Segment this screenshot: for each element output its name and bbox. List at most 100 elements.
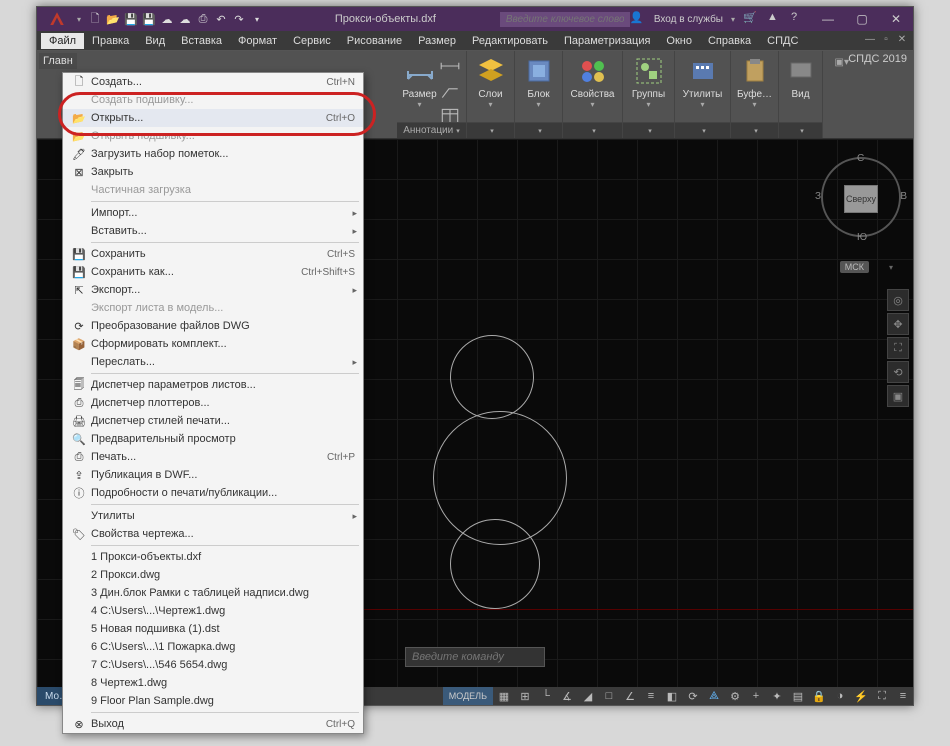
nav-orbit-icon[interactable]: ⟲ (887, 361, 909, 383)
file-menu-item[interactable]: 5 Новая подшивка (1).dst (63, 620, 363, 638)
file-menu-item[interactable]: ⊗ВыходCtrl+Q (63, 715, 363, 733)
file-menu-item[interactable]: 📦Сформировать комплект... (63, 335, 363, 353)
doc-minimize-icon[interactable]: — (863, 34, 877, 48)
file-menu-item[interactable]: Вставить...▸ (63, 222, 363, 240)
ribbon-panel-groups[interactable]: Группы ▾ ▾ (623, 51, 675, 138)
ribbon-tab-spds[interactable]: СПДС 2019 (848, 53, 907, 65)
dim-leader-icon[interactable] (439, 80, 461, 102)
menu-file[interactable]: Файл (41, 33, 84, 49)
osnap-icon[interactable]: □ (599, 687, 619, 705)
viewcube[interactable]: Сверху С Ю В З (821, 157, 901, 237)
isolate-icon[interactable]: ◑ (830, 687, 850, 705)
annotation-scale-icon[interactable]: ⟁ (704, 687, 724, 705)
menu-window[interactable]: Окно (658, 33, 700, 49)
doc-restore-icon[interactable]: ▫ (879, 34, 893, 48)
hardware-accel-icon[interactable]: ⚡ (851, 687, 871, 705)
menu-tools[interactable]: Сервис (285, 33, 339, 49)
nav-pan-icon[interactable]: ✥ (887, 313, 909, 335)
selection-cycling-icon[interactable]: ⟳ (683, 687, 703, 705)
ribbon-panel-clipboard[interactable]: Буфе… ▾ ▾ (731, 51, 779, 138)
file-menu-item[interactable]: 💾СохранитьCtrl+S (63, 245, 363, 263)
file-menu-item[interactable]: 2 Прокси.dwg (63, 566, 363, 584)
otrack-icon[interactable]: ∠ (620, 687, 640, 705)
ribbon-collapse-icon[interactable]: ▣▾ (835, 57, 849, 68)
undo-icon[interactable]: ↶ (213, 11, 229, 27)
minimize-button[interactable]: — (811, 7, 845, 31)
file-menu-item[interactable]: ⎙Диспетчер плоттеров... (63, 394, 363, 412)
quickprops-icon[interactable]: ▤ (788, 687, 808, 705)
file-menu-item[interactable]: ⓘПодробности о печати/публикации... (63, 484, 363, 502)
autodesk-icon[interactable]: ▲ (767, 11, 783, 27)
file-menu-item[interactable]: Импорт...▸ (63, 204, 363, 222)
file-menu-item[interactable]: 🖊Загрузить набор пометок... (63, 145, 363, 163)
annotation-panel-footer[interactable]: Аннотации▾ (397, 122, 466, 138)
file-menu-item[interactable]: Утилиты▸ (63, 507, 363, 525)
ribbon-panel-utilities[interactable]: Утилиты ▾ ▾ (675, 51, 731, 138)
circle-3[interactable] (450, 519, 540, 609)
lineweight-icon[interactable]: ≡ (641, 687, 661, 705)
transparency-icon[interactable]: ◧ (662, 687, 682, 705)
file-menu-item[interactable]: 1 Прокси-объекты.dxf (63, 548, 363, 566)
close-button[interactable]: ✕ (879, 7, 913, 31)
annotation-monitor-icon[interactable]: + (746, 687, 766, 705)
file-menu-item[interactable]: 4 C:\Users\...\Чертеж1.dwg (63, 602, 363, 620)
file-menu-item[interactable]: 🏷Свойства чертежа... (63, 525, 363, 543)
file-menu-item[interactable]: ⎙Печать...Ctrl+P (63, 448, 363, 466)
save-icon[interactable]: 💾 (123, 11, 139, 27)
file-menu-item[interactable]: 🗋Создать...Ctrl+N (63, 73, 363, 91)
menu-format[interactable]: Формат (230, 33, 285, 49)
cloud-open-icon[interactable]: ☁ (159, 11, 175, 27)
cloud-save-icon[interactable]: ☁ (177, 11, 193, 27)
ucs-caret-icon[interactable]: ▾ (889, 263, 893, 272)
file-menu-item[interactable]: 9 Floor Plan Sample.dwg (63, 692, 363, 710)
polar-icon[interactable]: ∡ (557, 687, 577, 705)
redo-icon[interactable]: ↷ (231, 11, 247, 27)
file-menu-item[interactable]: 📂Открыть...Ctrl+O (63, 109, 363, 127)
open-icon[interactable]: 📂 (105, 11, 121, 27)
units-icon[interactable]: ✦ (767, 687, 787, 705)
ribbon-panel-properties[interactable]: Свойства ▾ ▾ (563, 51, 623, 138)
menu-edit[interactable]: Правка (84, 33, 137, 49)
menu-modify[interactable]: Редактировать (464, 33, 556, 49)
file-menu-item[interactable]: ⇱Экспорт...▸ (63, 281, 363, 299)
file-menu-item[interactable]: 🗐Диспетчер параметров листов... (63, 376, 363, 394)
help-icon[interactable]: ? (791, 11, 807, 27)
doc-close-icon[interactable]: ✕ (895, 34, 909, 48)
circle-1[interactable] (450, 335, 534, 419)
cart-icon[interactable]: 🛒 (743, 11, 759, 27)
file-menu-item[interactable]: 🔍Предварительный просмотр (63, 430, 363, 448)
maximize-button[interactable]: ▢ (845, 7, 879, 31)
ribbon-panel-block[interactable]: Блок ▾ ▾ (515, 51, 563, 138)
print-icon[interactable]: ⎙ (195, 11, 211, 27)
file-menu-item[interactable]: Переслать...▸ (63, 353, 363, 371)
file-menu-item[interactable]: 8 Чертеж1.dwg (63, 674, 363, 692)
menu-parametric[interactable]: Параметризация (556, 33, 658, 49)
menu-spds[interactable]: СПДС (759, 33, 806, 49)
model-space-button[interactable]: МОДЕЛЬ (443, 687, 493, 705)
nav-zoom-extents-icon[interactable]: ⛶ (887, 337, 909, 359)
saveas-icon[interactable]: 💾 (141, 11, 157, 27)
menu-help[interactable]: Справка (700, 33, 759, 49)
search-input[interactable] (500, 12, 630, 27)
command-line-input[interactable] (405, 647, 545, 667)
file-menu-item[interactable]: 3 Дин.блок Рамки с таблицей надписи.dwg (63, 584, 363, 602)
workspace-icon[interactable]: ⚙ (725, 687, 745, 705)
file-menu-item[interactable]: 6 C:\Users\...\1 Пожарка.dwg (63, 638, 363, 656)
menu-draw[interactable]: Рисование (339, 33, 410, 49)
menu-dimension[interactable]: Размер (410, 33, 464, 49)
menu-insert[interactable]: Вставка (173, 33, 230, 49)
dim-linear-icon[interactable] (439, 55, 461, 77)
ribbon-tab-home[interactable]: Главн (39, 53, 77, 69)
viewcube-face-top[interactable]: Сверху (844, 185, 878, 213)
file-menu-item[interactable]: 💾Сохранить как...Ctrl+Shift+S (63, 263, 363, 281)
snap-togg-ой-icon[interactable]: ⊞ (515, 687, 535, 705)
nav-wheel-icon[interactable]: ◎ (887, 289, 909, 311)
file-menu-item[interactable]: ⟳Преобразование файлов DWG (63, 317, 363, 335)
login-caret-icon[interactable]: ▾ (731, 15, 735, 24)
ortho-icon[interactable]: └ (536, 687, 556, 705)
file-menu-item[interactable]: 7 C:\Users\...\546 5654.dwg (63, 656, 363, 674)
nav-showmotion-icon[interactable]: ▣ (887, 385, 909, 407)
lock-ui-icon[interactable]: 🔒 (809, 687, 829, 705)
ribbon-panel-layers[interactable]: Слои ▾ ▾ (467, 51, 515, 138)
file-menu-item[interactable]: ⊠Закрыть (63, 163, 363, 181)
